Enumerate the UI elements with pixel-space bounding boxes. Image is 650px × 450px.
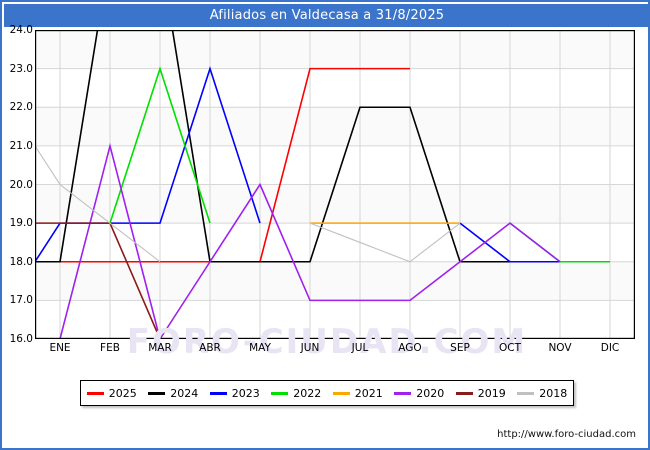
legend-swatch-icon <box>209 391 227 395</box>
x-axis-tick-label: JUL <box>351 342 369 354</box>
plot-area <box>35 30 635 339</box>
legend-item-2024[interactable]: 2024 <box>148 387 198 400</box>
legend-swatch-icon <box>517 391 535 395</box>
x-axis-tick-label: OCT <box>498 342 522 354</box>
page-title: Afiliados en Valdecasa a 31/8/2025 <box>209 8 445 23</box>
legend-swatch-icon <box>332 391 350 395</box>
x-axis-labels: ENE FEB MAR ABR MAY JUN JUL AGO SEP OCT NOV DIC <box>35 342 635 358</box>
series-line-2023 <box>35 66 261 263</box>
x-axis-tick-label: FEB <box>100 342 120 354</box>
y-axis-tick-label: 16.0 <box>9 333 33 345</box>
legend-item-2018[interactable]: 2018 <box>517 387 567 400</box>
x-axis-tick-label: ENE <box>49 342 71 354</box>
x-axis-tick-label: ABR <box>199 342 221 354</box>
x-axis-tick-label: DIC <box>600 342 620 354</box>
y-axis-labels: 24.0 23.0 22.0 21.0 20.0 19.0 18.0 17.0 16.0 <box>2 24 33 345</box>
legend-label: 2023 <box>231 386 260 400</box>
plot-border <box>35 30 635 339</box>
legend-item-2020[interactable]: 2020 <box>394 387 444 400</box>
x-axis-tick-label: SEP <box>450 342 470 354</box>
x-axis-tick-label: MAY <box>249 342 271 354</box>
legend-label: 2021 <box>354 386 383 400</box>
chart-legend: 2025 2024 2023 2022 2021 2020 2019 2018 <box>80 380 574 406</box>
legend-item-2023[interactable]: 2023 <box>209 386 260 400</box>
y-axis-tick-label: 19.0 <box>9 217 33 230</box>
series-line-2024 <box>35 30 510 263</box>
legend-item-2025[interactable]: 2025 <box>86 386 137 400</box>
legend-label: 2024 <box>170 386 199 400</box>
y-axis-tick-label: 23.0 <box>9 62 33 75</box>
legend-item-2021[interactable]: 2021 <box>332 386 383 400</box>
legend-label: 2025 <box>108 386 137 400</box>
y-axis-tick-label: 24.0 <box>9 24 33 36</box>
chart-svg <box>35 30 635 339</box>
series-line-2020 <box>59 142 561 339</box>
y-axis-tick-label: 22.0 <box>9 101 33 114</box>
y-axis-tick-label: 20.0 <box>9 178 33 191</box>
window-title-bar: Afiliados en Valdecasa a 31/8/2025 <box>4 4 650 27</box>
legend-swatch-icon <box>394 391 412 395</box>
source-url: http://www.foro-ciudad.com <box>497 429 636 440</box>
y-axis-tick-label: 17.0 <box>9 294 33 307</box>
y-axis-tick-label: 18.0 <box>9 255 33 268</box>
legend-label: 2018 <box>539 386 568 400</box>
x-axis-tick-label: JUN <box>300 342 320 354</box>
legend-swatch-icon <box>148 391 166 395</box>
legend-label: 2020 <box>416 386 445 400</box>
series-line-2018 <box>35 145 161 263</box>
y-axis-tick-label: 21.0 <box>9 139 33 152</box>
series-line-2018 <box>309 222 461 263</box>
data-series-layer <box>35 30 610 339</box>
legend-item-2022[interactable]: 2022 <box>271 387 321 400</box>
legend-item-2019[interactable]: 2019 <box>455 386 506 400</box>
legend-swatch-icon <box>455 391 473 395</box>
legend-swatch-icon <box>86 391 104 395</box>
grid-lines <box>35 30 635 339</box>
legend-label: 2022 <box>293 386 322 400</box>
x-axis-tick-label: NOV <box>548 342 572 354</box>
series-line-2019 <box>35 222 161 339</box>
legend-label: 2019 <box>477 386 506 400</box>
legend-swatch-icon <box>271 391 289 395</box>
x-axis-tick-label: MAR <box>148 342 172 354</box>
series-line-2022 <box>109 66 211 224</box>
x-axis-tick-label: AGO <box>398 342 422 354</box>
